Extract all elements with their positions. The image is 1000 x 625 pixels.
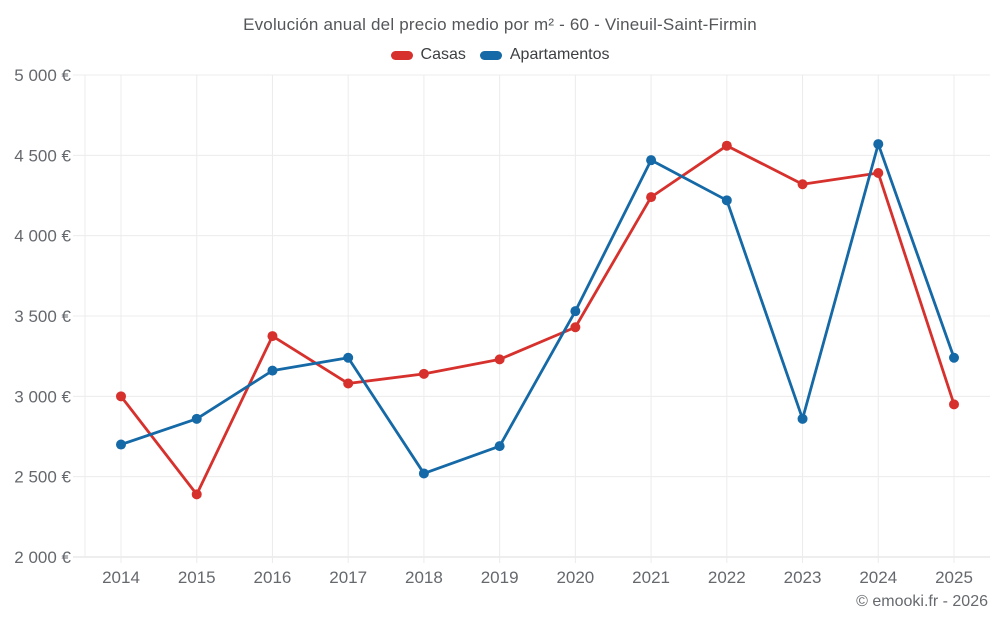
apartamentos-point[interactable] (873, 139, 884, 150)
x-tick-label: 2019 (481, 568, 519, 587)
copyright-watermark: © emooki.fr - 2026 (856, 593, 988, 610)
x-tick-label: 2024 (859, 568, 897, 587)
casas-point[interactable] (721, 140, 732, 151)
casas-point[interactable] (116, 391, 126, 402)
chart-title: Evolución anual del precio medio por m² … (243, 15, 757, 34)
legend-label-casas: Casas (420, 46, 466, 63)
y-tick-label: 2 000 € (14, 548, 71, 567)
apartamentos-point[interactable] (494, 441, 505, 452)
apartamentos-line (119, 142, 956, 475)
x-tick-label: 2020 (556, 568, 594, 587)
casas-point[interactable] (267, 331, 278, 342)
apartamentos-point[interactable] (949, 352, 959, 363)
y-tick-label: 3 500 € (14, 307, 71, 326)
x-tick-label: 2022 (708, 568, 746, 587)
x-tick-label: 2023 (784, 568, 822, 587)
y-tick-label: 2 500 € (14, 468, 71, 487)
y-tick-label: 4 500 € (14, 146, 71, 165)
casas-point[interactable] (494, 354, 505, 365)
x-tick-label: 2018 (405, 568, 443, 587)
casas-point[interactable] (797, 179, 808, 190)
casas-point[interactable] (873, 168, 884, 179)
apartamentos-point[interactable] (721, 195, 732, 206)
y-tick-label: 4 000 € (14, 227, 71, 246)
legend-item-casas[interactable]: Casas (390, 46, 466, 64)
casas-point[interactable] (418, 368, 429, 379)
legend-item-apartamentos[interactable]: Apartamentos (479, 46, 610, 64)
casas-point[interactable] (570, 322, 581, 333)
apartamentos-point[interactable] (418, 468, 429, 479)
apartamentos-point[interactable] (267, 365, 278, 376)
casas-point[interactable] (191, 489, 202, 500)
y-tick-label: 3 000 € (14, 387, 71, 406)
x-tick-label: 2025 (935, 568, 973, 587)
casas-point[interactable] (949, 399, 959, 410)
apartamentos-point[interactable] (797, 413, 808, 424)
y-tick-label: 5 000 € (14, 66, 71, 85)
x-tick-label: 2014 (102, 568, 140, 587)
apartamentos-point[interactable] (191, 413, 202, 424)
apartamentos-point[interactable] (646, 155, 657, 166)
casas-point[interactable] (646, 192, 657, 203)
x-tick-label: 2021 (632, 568, 670, 587)
x-tick-label: 2016 (254, 568, 292, 587)
apartamentos-point[interactable] (570, 306, 581, 317)
apartamentos-point[interactable] (116, 439, 126, 450)
casas-point[interactable] (343, 378, 354, 389)
apartamentos-series-swatch (479, 50, 502, 60)
legend-label-apartamentos: Apartamentos (509, 46, 610, 63)
x-tick-label: 2015 (178, 568, 216, 587)
apartamentos-point[interactable] (343, 352, 354, 363)
casas-series-swatch (390, 50, 413, 60)
chart-legend: Casas Apartamentos (0, 46, 1000, 64)
x-tick-label: 2017 (329, 568, 367, 587)
casas-line (119, 144, 956, 496)
